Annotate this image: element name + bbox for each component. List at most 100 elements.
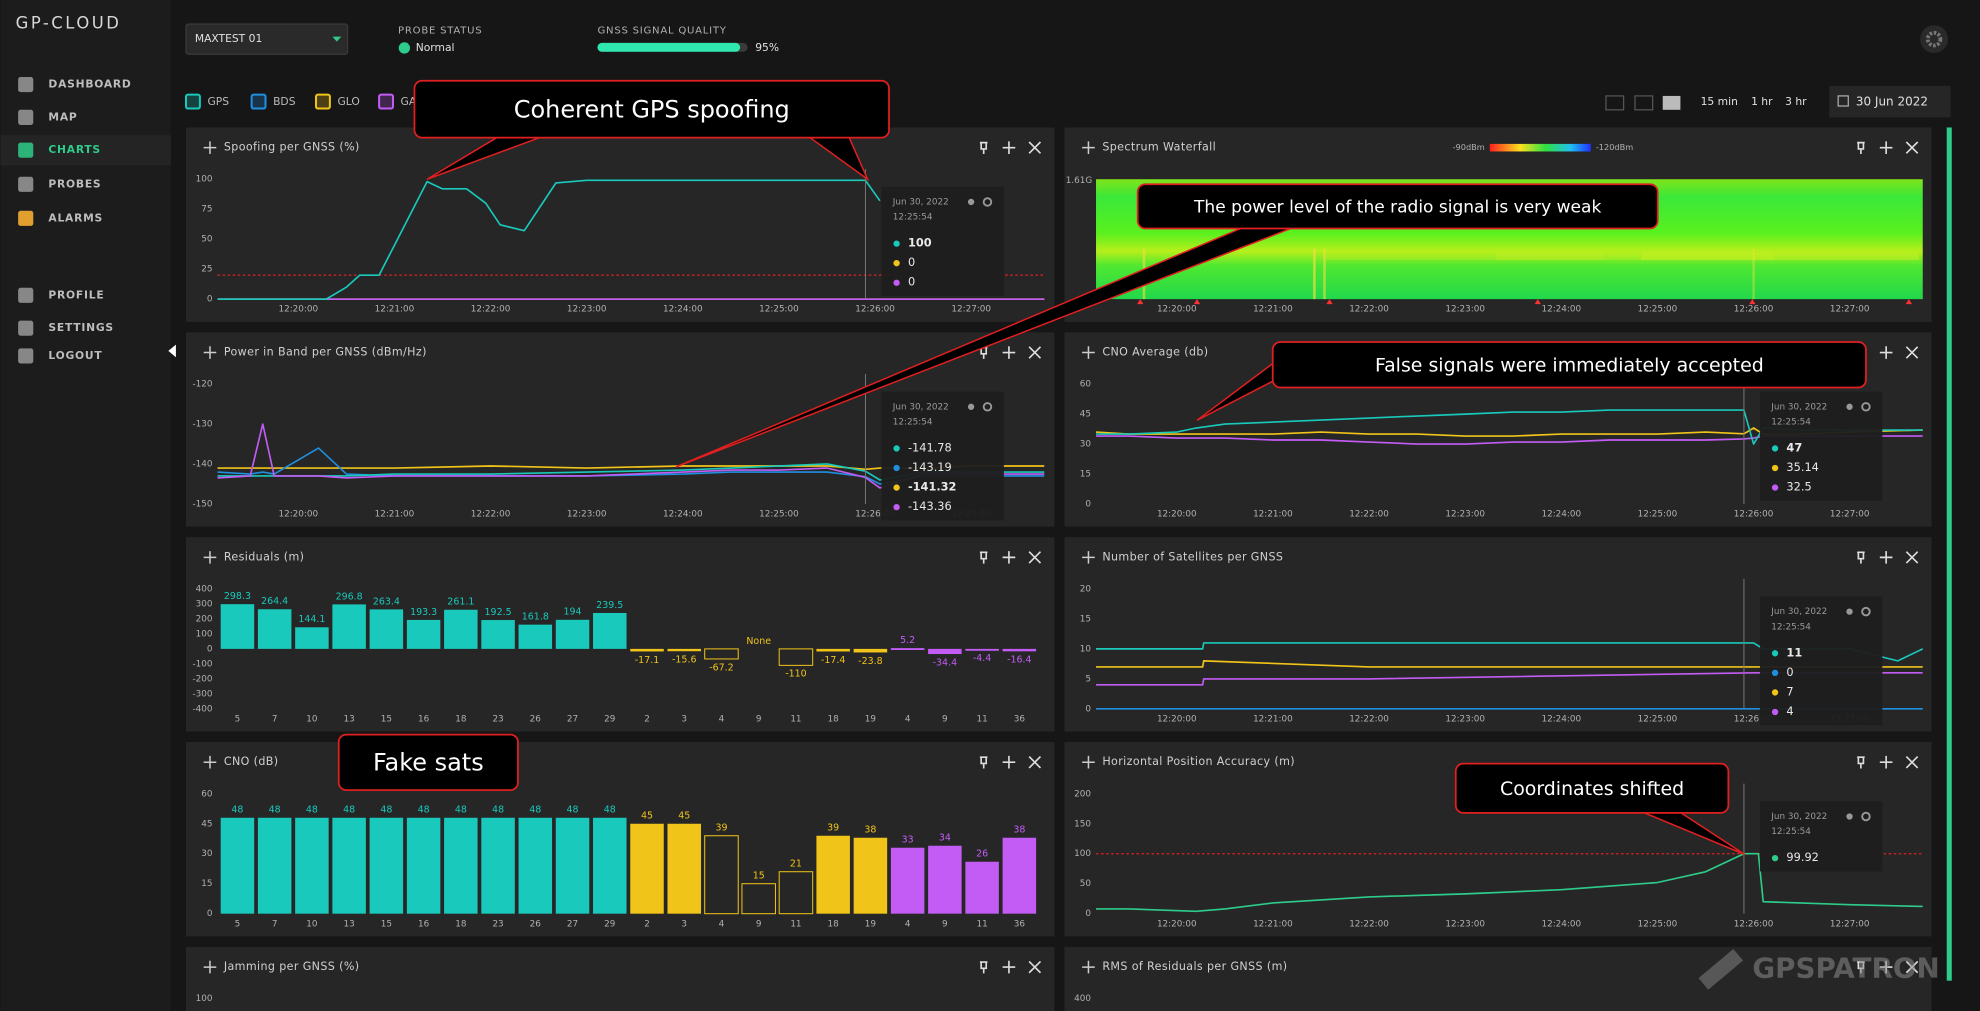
move-icon[interactable] bbox=[1082, 960, 1095, 974]
panel-title: Power in Band per GNSS (dBm/Hz) bbox=[224, 346, 427, 359]
add-icon[interactable] bbox=[1002, 551, 1016, 564]
nav-item[interactable]: PROFILE bbox=[48, 288, 104, 301]
x-tick-label: 3 bbox=[681, 714, 687, 724]
event-marker bbox=[1534, 299, 1541, 305]
tooltip-date: Jun 30, 2022 bbox=[1770, 812, 1827, 822]
legend-swatch[interactable] bbox=[250, 93, 267, 110]
legend-label[interactable]: GLO bbox=[337, 95, 359, 108]
add-icon[interactable] bbox=[1879, 755, 1893, 769]
nav-item[interactable]: PROBES bbox=[48, 177, 101, 190]
add-icon[interactable] bbox=[1879, 960, 1893, 974]
data-label: -17.1 bbox=[635, 655, 659, 666]
pin-icon[interactable] bbox=[979, 756, 988, 769]
range-15min[interactable]: 15 min bbox=[1701, 95, 1738, 108]
bar bbox=[890, 648, 925, 650]
close-icon[interactable] bbox=[1028, 755, 1042, 769]
legend-swatch[interactable] bbox=[314, 93, 331, 110]
data-label: -16.4 bbox=[1007, 655, 1031, 666]
view-rows[interactable] bbox=[1634, 95, 1654, 111]
close-icon[interactable] bbox=[1905, 755, 1919, 769]
nav-icon bbox=[18, 348, 34, 364]
close-icon[interactable] bbox=[1028, 141, 1042, 154]
move-icon[interactable] bbox=[203, 551, 217, 564]
close-icon[interactable] bbox=[1028, 346, 1042, 359]
y-tick-label: 0 bbox=[1085, 909, 1091, 919]
tooltip-date: Jun 30, 2022 bbox=[892, 402, 949, 412]
y-tick-label: -400 bbox=[192, 704, 212, 714]
collapse-sidebar[interactable] bbox=[168, 344, 176, 358]
move-icon[interactable] bbox=[1082, 346, 1095, 359]
tooltip-value: 32.5 bbox=[1786, 480, 1811, 494]
range-3hr[interactable]: 3 hr bbox=[1785, 95, 1807, 108]
panel-title: Spectrum Waterfall bbox=[1102, 141, 1216, 154]
tooltip-dot bbox=[1771, 445, 1779, 452]
legend-label[interactable]: BDS bbox=[273, 95, 296, 108]
close-icon[interactable] bbox=[1905, 960, 1919, 974]
close-icon[interactable] bbox=[1028, 551, 1042, 564]
move-icon[interactable] bbox=[1082, 551, 1095, 564]
scrollbar[interactable] bbox=[1946, 127, 1952, 981]
add-icon[interactable] bbox=[1002, 141, 1016, 154]
move-icon[interactable] bbox=[203, 755, 217, 769]
nav-item[interactable]: CHARTS bbox=[48, 143, 100, 156]
view-grid[interactable] bbox=[1662, 95, 1681, 110]
close-icon[interactable] bbox=[1028, 960, 1042, 974]
sidebar bbox=[0, 0, 171, 1011]
pin-icon[interactable] bbox=[1857, 141, 1865, 154]
close-icon[interactable] bbox=[1905, 346, 1919, 359]
add-icon[interactable] bbox=[1002, 960, 1016, 974]
move-icon[interactable] bbox=[1082, 755, 1095, 769]
waterfall-band bbox=[1641, 252, 1919, 261]
x-tick-label: 12:25:00 bbox=[759, 510, 799, 520]
data-label: 239.5 bbox=[596, 600, 623, 611]
legend-label[interactable]: GPS bbox=[207, 95, 229, 108]
y-tick-label: -120 bbox=[192, 380, 212, 390]
move-icon[interactable] bbox=[203, 960, 217, 974]
view-list[interactable] bbox=[1605, 95, 1625, 111]
nav-item[interactable]: DASHBOARD bbox=[48, 78, 131, 91]
pin-icon[interactable] bbox=[1857, 551, 1865, 564]
x-tick-label: 4 bbox=[905, 919, 911, 929]
x-tick-label: 12:22:00 bbox=[1349, 919, 1389, 929]
pin-icon[interactable] bbox=[979, 141, 988, 154]
add-icon[interactable] bbox=[1002, 346, 1016, 359]
tooltip bbox=[881, 186, 1004, 296]
bar bbox=[630, 648, 664, 652]
close-icon[interactable] bbox=[1905, 551, 1919, 564]
tooltip-dot bbox=[1771, 669, 1779, 677]
add-icon[interactable] bbox=[1879, 346, 1893, 359]
move-icon[interactable] bbox=[203, 141, 217, 154]
pin-icon[interactable] bbox=[1857, 961, 1865, 974]
bar bbox=[518, 817, 553, 914]
pin-icon[interactable] bbox=[979, 961, 988, 974]
nav-item[interactable]: SETTINGS bbox=[48, 321, 113, 334]
x-tick-label: 16 bbox=[418, 714, 430, 724]
pin-icon[interactable] bbox=[1857, 756, 1865, 769]
range-1hr[interactable]: 1 hr bbox=[1751, 95, 1773, 108]
add-icon[interactable] bbox=[1879, 551, 1893, 564]
move-icon[interactable] bbox=[203, 346, 217, 359]
add-icon[interactable] bbox=[1002, 755, 1016, 769]
pin-icon[interactable] bbox=[979, 551, 988, 564]
data-label: 33 bbox=[902, 835, 914, 846]
bar bbox=[778, 871, 814, 915]
data-label: 15 bbox=[753, 871, 765, 882]
probe-select[interactable] bbox=[185, 23, 349, 55]
nav-item[interactable]: ALARMS bbox=[48, 211, 103, 224]
add-icon[interactable] bbox=[1879, 141, 1893, 154]
x-tick-label: 19 bbox=[865, 919, 876, 929]
date-picker[interactable] bbox=[1829, 85, 1951, 118]
x-tick-label: 12:25:00 bbox=[1638, 714, 1678, 724]
y-tick-label: 15 bbox=[1080, 614, 1091, 624]
x-tick-label: 12:22:00 bbox=[1349, 305, 1389, 315]
signal-quality-bar bbox=[597, 42, 741, 52]
tooltip bbox=[1759, 391, 1883, 501]
close-icon[interactable] bbox=[1905, 141, 1919, 154]
legend-swatch[interactable] bbox=[184, 93, 201, 110]
nav-item[interactable]: MAP bbox=[48, 110, 77, 123]
legend-swatch[interactable] bbox=[378, 93, 395, 110]
bar bbox=[332, 817, 366, 914]
settings-button[interactable] bbox=[1920, 25, 1948, 54]
move-icon[interactable] bbox=[1082, 141, 1095, 154]
nav-item[interactable]: LOGOUT bbox=[48, 349, 102, 362]
